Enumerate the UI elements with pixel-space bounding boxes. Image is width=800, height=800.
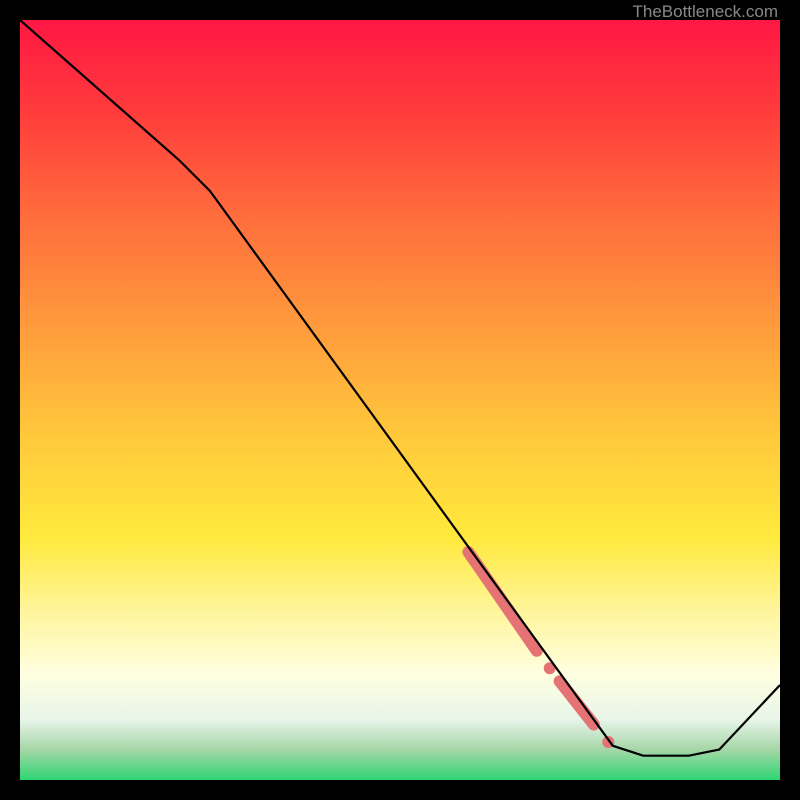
chart-container: TheBottleneck.com	[0, 0, 800, 800]
highlight-segment	[560, 681, 594, 724]
curve-layer	[20, 20, 780, 780]
highlight-segment	[468, 552, 536, 651]
watermark-text: TheBottleneck.com	[632, 2, 778, 22]
bottleneck-curve	[20, 20, 780, 756]
plot-area	[20, 20, 780, 780]
